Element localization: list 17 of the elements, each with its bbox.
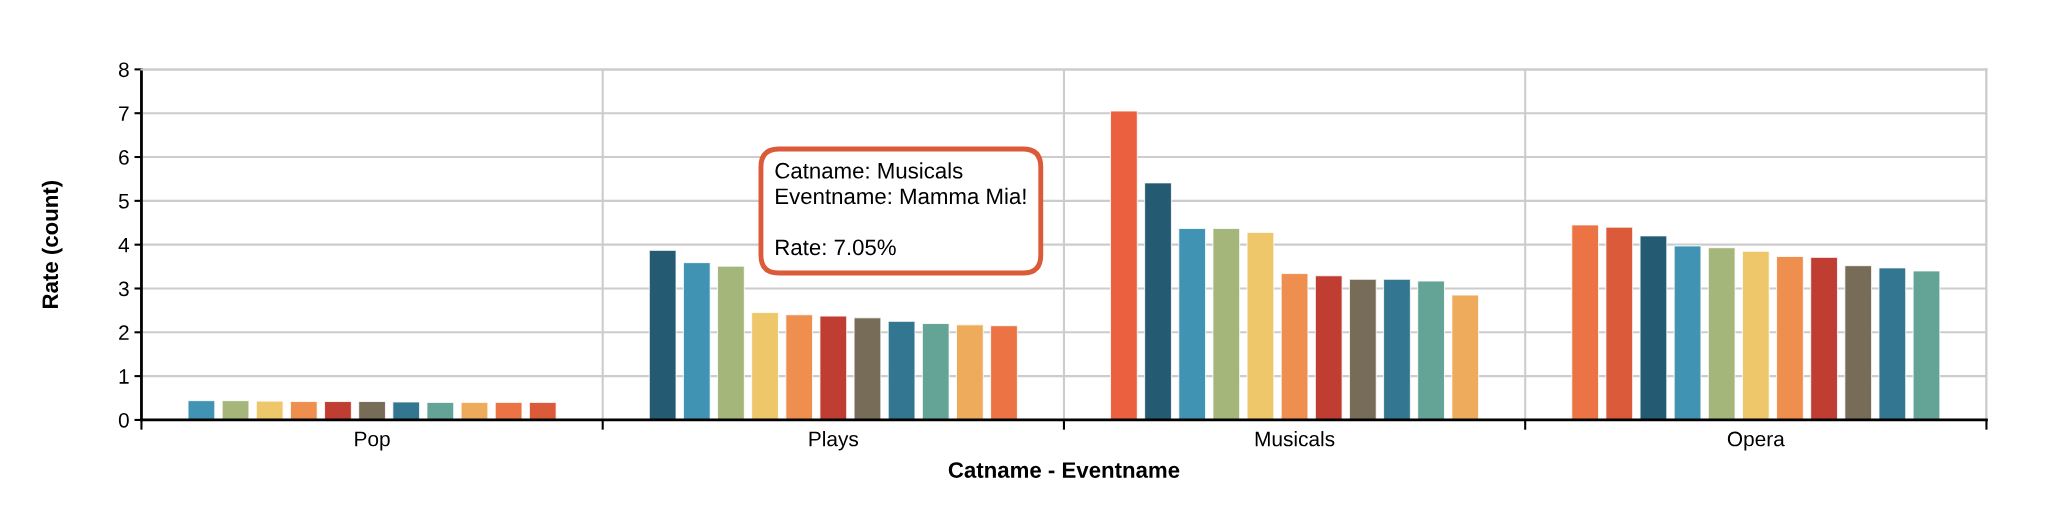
- y-axis-title: Rate (count): [41, 180, 63, 308]
- x-tick-label: Musicals: [1255, 431, 1335, 447]
- y-tick-label: 1: [119, 369, 129, 384]
- y-tick-label: 3: [118, 281, 129, 297]
- y-tick-label: 7: [119, 106, 129, 121]
- y-tick-label: 4: [118, 237, 130, 253]
- text: Catname: Musicals Eventname: Mamma Mia! Rate: 7.05%: [775, 162, 1026, 256]
- y-tick-label: 8: [118, 62, 129, 78]
- y-tick-label: 6: [119, 150, 129, 165]
- y-tick-label: 2: [119, 325, 129, 340]
- x-tick-label: Opera: [1727, 431, 1785, 451]
- x-tick-label: Pop: [355, 431, 390, 451]
- bar: [1110, 110, 1138, 420]
- x-tick-label: Plays: [809, 431, 859, 451]
- x-axis-title: Catname - Eventname: [948, 462, 1180, 478]
- y-tick-label: 5: [118, 194, 129, 209]
- y-tick-label: 0: [118, 412, 129, 428]
